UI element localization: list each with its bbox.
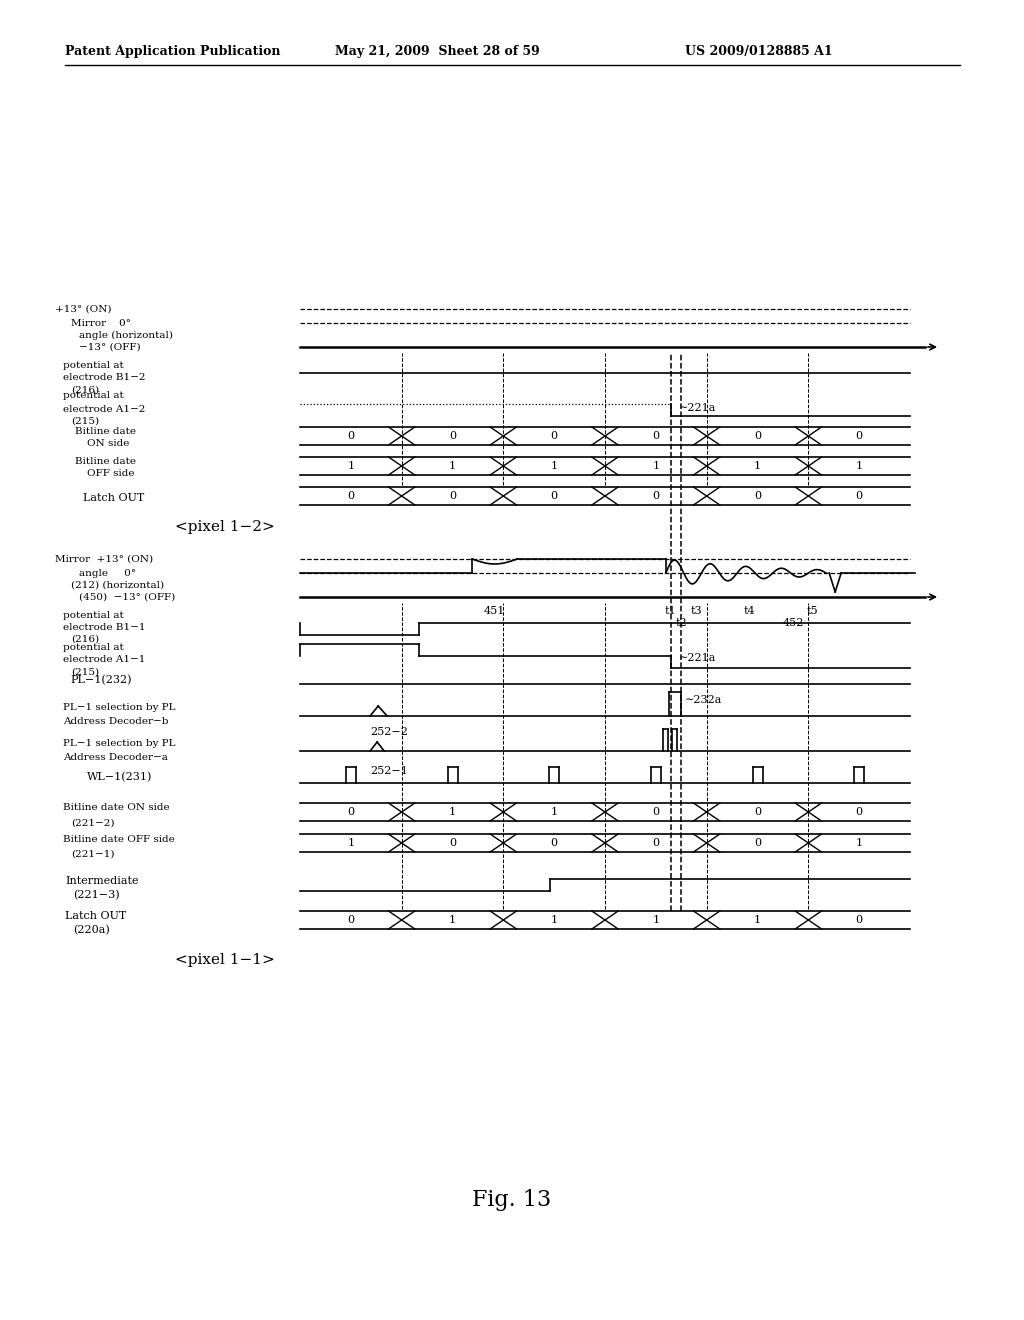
Text: 1: 1: [551, 915, 558, 925]
Text: t2: t2: [675, 618, 687, 628]
Text: 0: 0: [652, 807, 659, 817]
Text: 0: 0: [856, 915, 863, 925]
Text: angle (horizontal): angle (horizontal): [79, 330, 173, 339]
Text: May 21, 2009  Sheet 28 of 59: May 21, 2009 Sheet 28 of 59: [335, 45, 540, 58]
Text: t4: t4: [743, 606, 755, 616]
Text: (221−1): (221−1): [71, 850, 115, 858]
Text: 1: 1: [856, 461, 863, 471]
Text: PL−1 selection by PL: PL−1 selection by PL: [63, 704, 175, 713]
Text: Bitline date: Bitline date: [75, 426, 136, 436]
Text: 0: 0: [347, 491, 354, 502]
Text: 1: 1: [449, 915, 456, 925]
Text: Intermediate: Intermediate: [65, 876, 138, 886]
Text: Address Decoder−b: Address Decoder−b: [63, 718, 169, 726]
Text: PL−1(232): PL−1(232): [70, 675, 131, 685]
Text: 0: 0: [347, 807, 354, 817]
Text: Patent Application Publication: Patent Application Publication: [65, 45, 281, 58]
Text: (212) (horizontal): (212) (horizontal): [71, 581, 164, 590]
Text: 1: 1: [652, 915, 659, 925]
Text: electrode B1−1: electrode B1−1: [63, 623, 145, 631]
Text: 1: 1: [754, 461, 761, 471]
Text: 451: 451: [484, 606, 506, 616]
Text: 1: 1: [856, 838, 863, 847]
Text: Latch OUT: Latch OUT: [83, 492, 144, 503]
Text: Latch OUT: Latch OUT: [65, 911, 126, 921]
Text: −13° (OFF): −13° (OFF): [79, 342, 140, 351]
Text: 1: 1: [449, 807, 456, 817]
Text: electrode A1−1: electrode A1−1: [63, 656, 145, 664]
Text: (450)  −13° (OFF): (450) −13° (OFF): [79, 593, 175, 602]
Text: 0: 0: [449, 432, 456, 441]
Text: <pixel 1−2>: <pixel 1−2>: [175, 520, 274, 535]
Text: electrode A1−2: electrode A1−2: [63, 404, 145, 413]
Text: 1: 1: [449, 461, 456, 471]
Text: OFF side: OFF side: [87, 470, 134, 479]
Text: ∼221a: ∼221a: [679, 653, 716, 663]
Text: 0: 0: [449, 491, 456, 502]
Text: potential at: potential at: [63, 644, 124, 652]
Text: 1: 1: [347, 838, 354, 847]
Text: 0: 0: [856, 432, 863, 441]
Text: 0: 0: [652, 838, 659, 847]
Text: Address Decoder−a: Address Decoder−a: [63, 752, 168, 762]
Text: 0: 0: [754, 807, 761, 817]
Text: (215): (215): [71, 668, 99, 676]
Text: Bitline date OFF side: Bitline date OFF side: [63, 834, 175, 843]
Text: 0: 0: [652, 491, 659, 502]
Text: <pixel 1−1>: <pixel 1−1>: [175, 953, 274, 968]
Text: Fig. 13: Fig. 13: [472, 1189, 552, 1210]
Text: 1: 1: [347, 461, 354, 471]
Text: t3: t3: [690, 606, 701, 616]
Text: 0: 0: [856, 491, 863, 502]
Text: potential at: potential at: [63, 610, 124, 619]
Text: t1: t1: [665, 606, 677, 616]
Text: 0: 0: [856, 807, 863, 817]
Text: 252−2: 252−2: [370, 727, 408, 737]
Text: 1: 1: [652, 461, 659, 471]
Text: 452: 452: [783, 618, 805, 628]
Text: 1: 1: [551, 461, 558, 471]
Text: 252−1: 252−1: [370, 766, 408, 776]
Text: 0: 0: [652, 432, 659, 441]
Text: WL−1(231): WL−1(231): [87, 772, 153, 783]
Text: US 2009/0128885 A1: US 2009/0128885 A1: [685, 45, 833, 58]
Text: 1: 1: [754, 915, 761, 925]
Text: Bitline date ON side: Bitline date ON side: [63, 804, 170, 813]
Text: (221−3): (221−3): [73, 890, 120, 900]
Text: 0: 0: [754, 432, 761, 441]
Text: potential at: potential at: [63, 392, 124, 400]
Text: (220a): (220a): [73, 925, 110, 935]
Text: t5: t5: [806, 606, 818, 616]
Text: 0: 0: [551, 491, 558, 502]
Text: Bitline date: Bitline date: [75, 457, 136, 466]
Text: Mirror  +13° (ON): Mirror +13° (ON): [55, 554, 154, 564]
Text: +13° (ON): +13° (ON): [55, 305, 112, 314]
Text: (216): (216): [71, 385, 99, 395]
Text: (221−2): (221−2): [71, 818, 115, 828]
Text: (216): (216): [71, 635, 99, 644]
Text: 0: 0: [347, 432, 354, 441]
Text: 0: 0: [347, 915, 354, 925]
Text: PL−1 selection by PL: PL−1 selection by PL: [63, 738, 175, 747]
Text: 1: 1: [551, 807, 558, 817]
Text: electrode B1−2: electrode B1−2: [63, 374, 145, 383]
Text: 0: 0: [551, 838, 558, 847]
Text: potential at: potential at: [63, 360, 124, 370]
Text: (215): (215): [71, 417, 99, 425]
Text: 0: 0: [551, 432, 558, 441]
Text: 0: 0: [754, 838, 761, 847]
Text: Mirror    0°: Mirror 0°: [71, 318, 131, 327]
Text: angle     0°: angle 0°: [79, 569, 136, 578]
Text: ON side: ON side: [87, 440, 129, 449]
Text: 0: 0: [754, 491, 761, 502]
Text: ∼232a: ∼232a: [685, 696, 722, 705]
Text: ∼221a: ∼221a: [679, 403, 716, 413]
Text: 0: 0: [449, 838, 456, 847]
